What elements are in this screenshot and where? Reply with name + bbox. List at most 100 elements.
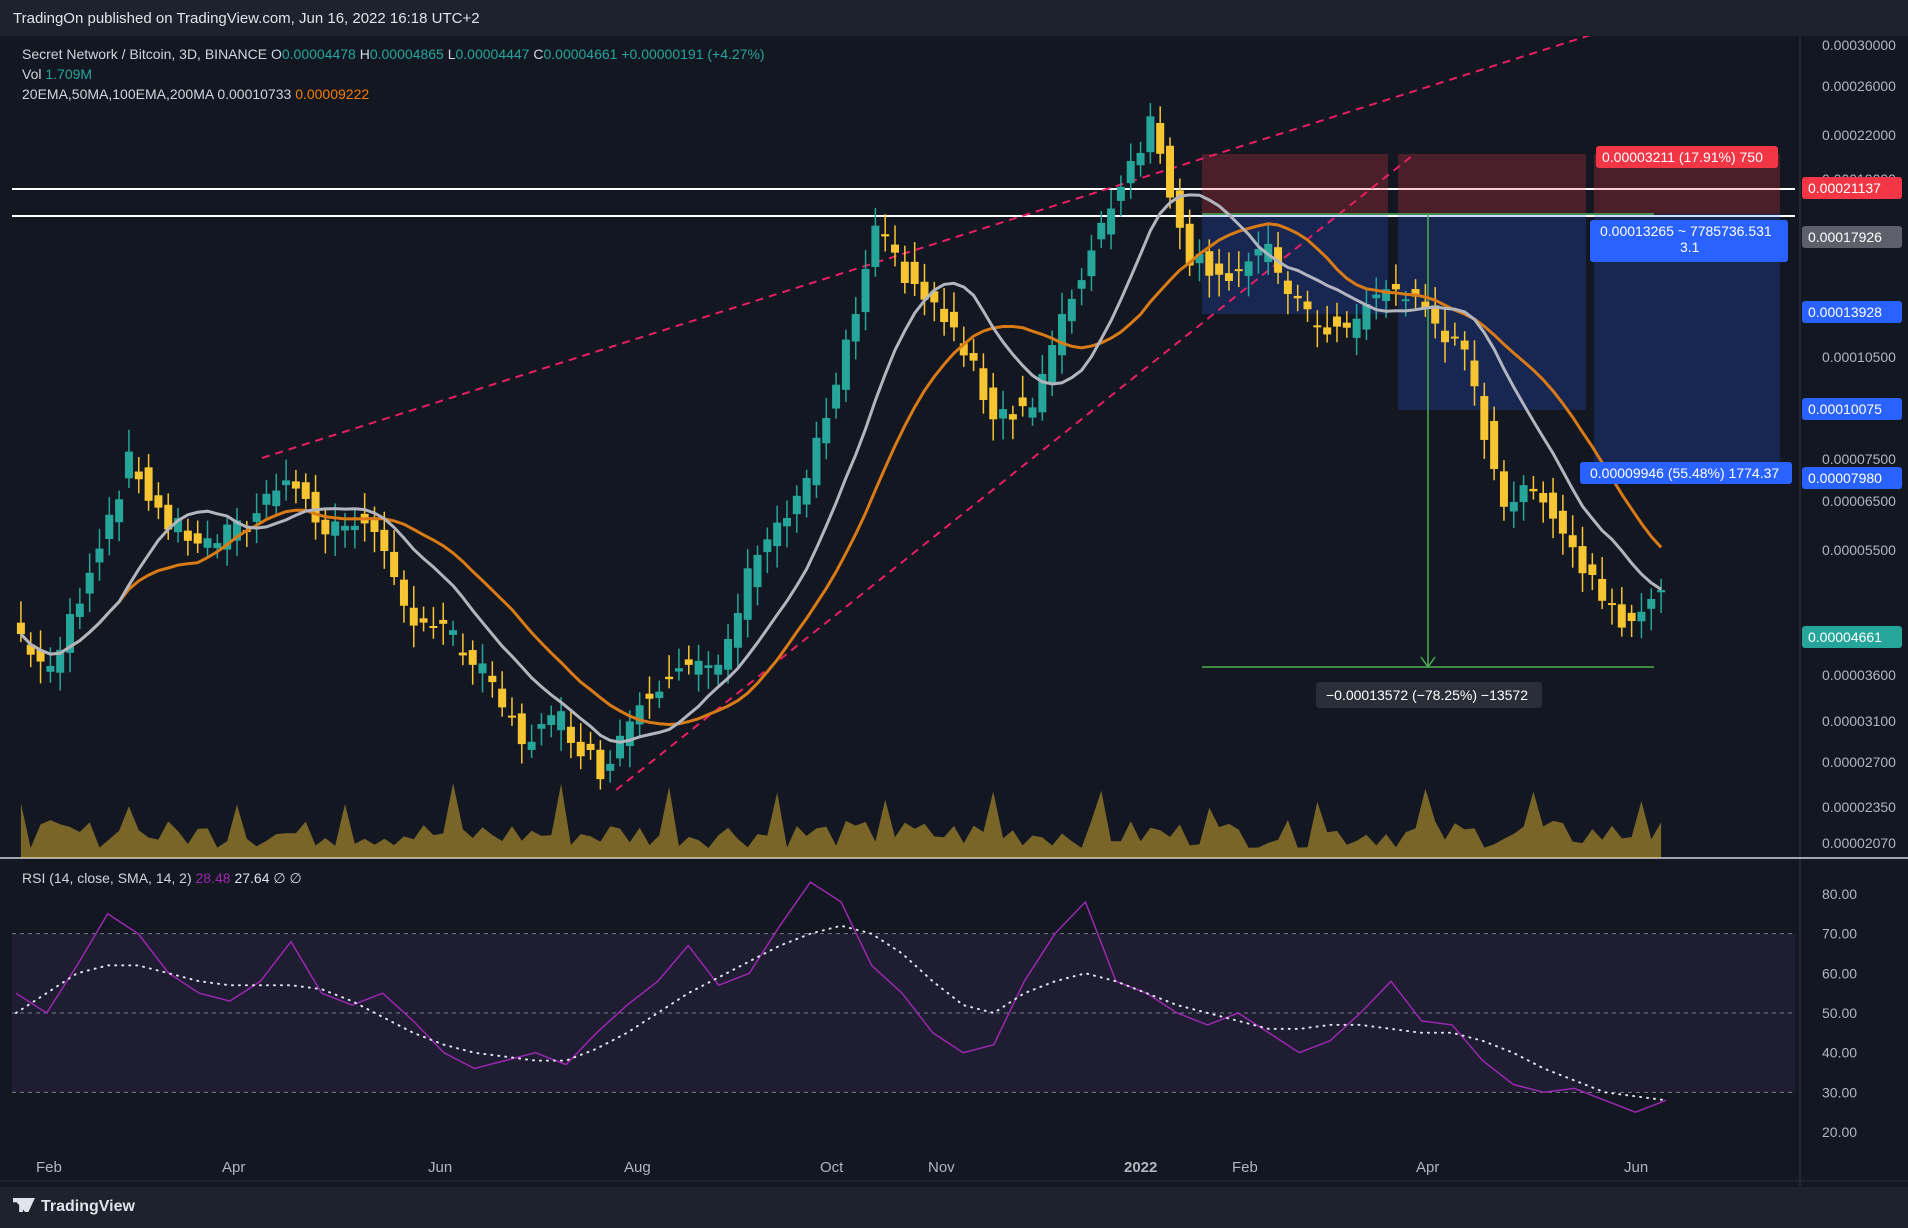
annotation-box [1580, 462, 1792, 484]
candle-body [576, 741, 585, 757]
price-label-text: 0.00017926 [1808, 229, 1882, 245]
rsi-tick-label: 80.00 [1822, 886, 1857, 902]
candle-body [724, 638, 733, 670]
tradingview-logo-icon [13, 1198, 35, 1212]
candle-body [979, 368, 988, 400]
candle-body [1607, 603, 1616, 606]
candle-body [851, 314, 860, 342]
candle-body [488, 675, 497, 683]
price-label-tag [1802, 301, 1902, 323]
candle-body [507, 715, 516, 718]
candle-body [1116, 186, 1125, 201]
x-axis-label: Apr [222, 1159, 245, 1176]
price-tick-label: 0.00010500 [1822, 349, 1896, 365]
candle-body [1627, 612, 1636, 622]
rsi-tick-label: 30.00 [1822, 1084, 1857, 1100]
x-axis-label: Aug [624, 1159, 651, 1176]
candle-body [478, 663, 487, 674]
candle-body [439, 619, 448, 624]
candle-body [203, 538, 212, 548]
legend-low: 0.00004447 [455, 46, 530, 62]
candle-body [1342, 322, 1351, 328]
price-label-text: 0.00013928 [1808, 304, 1882, 320]
candle-body [1077, 280, 1086, 289]
rsi-line [15, 881, 1667, 1114]
price-tick-label: 0.00007500 [1822, 451, 1896, 467]
candle-body [861, 268, 870, 313]
rsi-chart[interactable]: 80.00 70.00 60.00 50.00 40.00 30.00 20.00 Feb Ap… [0, 860, 1908, 1186]
candle-body [822, 417, 831, 444]
candle-body [566, 726, 575, 743]
candle-body [684, 659, 693, 665]
candle-body [782, 517, 791, 527]
legend-rsi-label: RSI (14, close, SMA, 14, 2) [22, 870, 192, 886]
price-tick-label: 0.00030000 [1822, 37, 1896, 53]
candle-body [1205, 251, 1214, 276]
rsi-tick-label: 40.00 [1822, 1045, 1857, 1061]
ema100-line [19, 222, 1663, 727]
price-chart[interactable]: 0.000300000.000260000.000220000.00019000… [0, 36, 1908, 859]
candle-body [1126, 161, 1135, 184]
annotation-text: −0.00013572 (−78.25%) −13572 [1326, 687, 1528, 703]
x-axis-label: Jun [1624, 1159, 1648, 1176]
candle-body [969, 353, 978, 361]
candle-body [468, 650, 477, 665]
legend-ma-val2: 0.00009222 [295, 86, 370, 102]
candle-body [1529, 488, 1538, 492]
legend-symbol: Secret Network / Bitcoin, 3D, BINANCE [22, 46, 268, 62]
candle-body [704, 665, 713, 668]
candle-body [311, 491, 320, 523]
candle-body [399, 579, 408, 606]
rsi-tick-label: 50.00 [1822, 1005, 1857, 1021]
candle-body [645, 693, 654, 699]
candle-body [674, 668, 683, 672]
candle-body [812, 437, 821, 486]
candle-body [655, 691, 664, 699]
candle-body [1224, 273, 1233, 281]
candle-body [949, 311, 958, 328]
candle-body [232, 520, 241, 541]
candle-body [213, 543, 222, 549]
candle-body [1421, 301, 1430, 308]
candle-body [66, 614, 75, 653]
candle-body [1283, 280, 1292, 295]
x-axis-label: Nov [928, 1159, 955, 1176]
candle-body [694, 660, 703, 675]
candle-body [792, 495, 801, 515]
candle-body [46, 665, 55, 672]
candle-body [714, 664, 723, 675]
price-tick-label: 0.00002350 [1822, 799, 1896, 815]
candle-body [1362, 304, 1371, 330]
candle-body [1048, 345, 1057, 385]
legend-ma-label: 20EMA,50MA,100EMA,200MA [22, 86, 214, 102]
candle-body [193, 533, 202, 544]
candle-body [920, 281, 929, 300]
legend-volume: Vol 1.709M [22, 66, 92, 82]
legend-vol: 1.709M [45, 66, 93, 82]
candle-body [557, 711, 566, 731]
candle-body [1558, 510, 1567, 534]
price-label-text: 0.00004661 [1808, 629, 1882, 645]
candle-body [95, 548, 104, 563]
rsi-panel[interactable]: 80.00 70.00 60.00 50.00 40.00 30.00 20.00 Feb Ap… [0, 860, 1908, 1186]
rsi-tick-label: 70.00 [1822, 926, 1857, 942]
candle-body [1018, 397, 1027, 407]
candle-body [527, 741, 536, 750]
candle-body [517, 713, 526, 745]
candle-body [458, 652, 467, 656]
candle-body [665, 676, 674, 680]
candle-body [1008, 414, 1017, 420]
price-panel[interactable]: 0.000300000.000260000.000220000.00019000… [0, 36, 1908, 859]
candle-body [586, 743, 595, 751]
candle-body [1254, 248, 1263, 256]
price-label-tag [1596, 146, 1778, 168]
legend-ohlc: Secret Network / Bitcoin, 3D, BINANCE O0… [22, 46, 765, 62]
tradingview-logo[interactable]: TradingView [13, 1198, 135, 1216]
candle-body [635, 705, 644, 725]
price-tick-label: 0.00002070 [1822, 835, 1896, 851]
measure-arrow [1420, 656, 1436, 669]
annotation-text: 0.00013265 ~ 7785736.531 [1600, 223, 1772, 239]
price-tick-label: 0.00006500 [1822, 493, 1896, 509]
candle-body [910, 261, 919, 285]
risk-zone [1398, 154, 1586, 214]
